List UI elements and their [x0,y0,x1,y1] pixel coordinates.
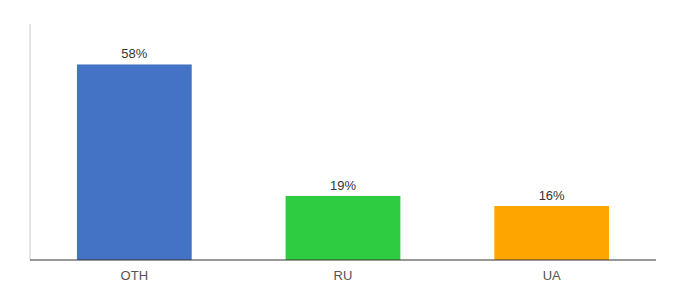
x-axis-line [30,259,656,260]
data-label: 58% [121,46,147,61]
data-labels: 58% 19% 16% [121,46,565,203]
bar [286,196,401,260]
data-label: 16% [539,188,565,203]
x-tick-label: OTH [121,268,148,283]
x-tick-label: UA [543,268,561,283]
data-label: 19% [330,178,356,193]
bars [77,64,609,260]
y-range-line [30,24,31,260]
x-tick-labels: OTH RU UA [121,268,561,283]
chart-container: 58% 19% 16% OTH RU UA [0,0,680,300]
bar [77,64,192,260]
x-tick-label: RU [334,268,353,283]
chart-svg: 58% 19% 16% OTH RU UA [0,0,680,300]
bar [494,206,609,260]
